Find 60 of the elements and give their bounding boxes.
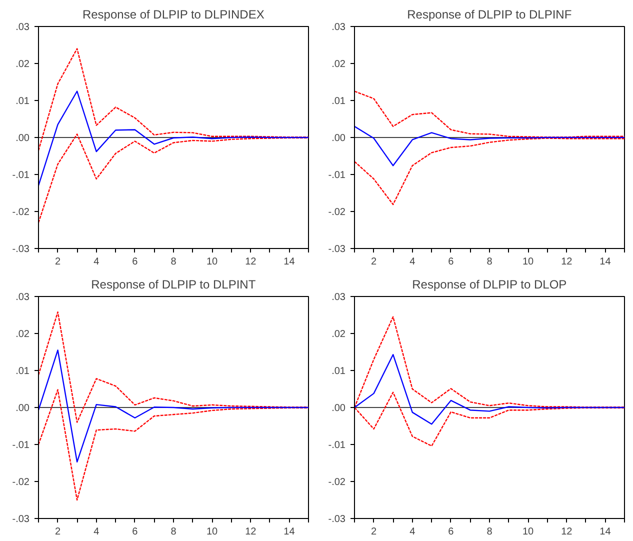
y-tick-label: -.01 bbox=[12, 440, 30, 451]
y-tick-label: .01 bbox=[332, 366, 346, 377]
y-tick-label: -.01 bbox=[328, 440, 346, 451]
y-tick-label: .03 bbox=[332, 22, 346, 33]
y-tick-label: .02 bbox=[332, 329, 346, 340]
x-tick-label: 14 bbox=[284, 526, 296, 538]
y-tick-label: .01 bbox=[332, 96, 346, 107]
x-tick-label: 2 bbox=[55, 256, 62, 268]
y-tick-label: .02 bbox=[332, 59, 346, 70]
x-tick-label: 14 bbox=[600, 256, 612, 268]
x-tick-label: 2 bbox=[371, 256, 378, 268]
x-tick-label: 14 bbox=[284, 256, 296, 268]
y-tick-label: .03 bbox=[16, 292, 30, 303]
chart-title: Response of DLPIP to DLPINF bbox=[407, 8, 572, 22]
x-tick-label: 6 bbox=[448, 526, 454, 538]
x-tick-label: 4 bbox=[410, 256, 416, 268]
y-tick-label: .00 bbox=[332, 403, 346, 414]
y-tick-label: .00 bbox=[16, 133, 30, 144]
y-tick-label: -.02 bbox=[328, 207, 346, 218]
y-tick-label: .01 bbox=[16, 96, 30, 107]
x-tick-label: 2 bbox=[55, 526, 62, 538]
y-tick-label: -.03 bbox=[12, 244, 30, 255]
x-tick-label: 4 bbox=[410, 526, 416, 538]
chart-title: Response of DLPIP to DLOP bbox=[412, 278, 567, 292]
x-tick-label: 8 bbox=[486, 526, 493, 538]
y-tick-label: -.03 bbox=[12, 514, 30, 525]
y-tick-label: -.02 bbox=[12, 477, 30, 488]
y-tick-label: .00 bbox=[332, 133, 346, 144]
x-tick-label: 8 bbox=[486, 256, 493, 268]
x-tick-label: 4 bbox=[94, 256, 100, 268]
y-tick-label: .02 bbox=[16, 329, 30, 340]
chart-title: Response of DLPIP to DLPINDEX bbox=[82, 8, 264, 22]
y-tick-label: .03 bbox=[16, 22, 30, 33]
x-tick-label: 6 bbox=[132, 526, 138, 538]
y-tick-label: -.01 bbox=[328, 170, 346, 181]
y-tick-label: .02 bbox=[16, 59, 30, 70]
x-tick-label: 12 bbox=[245, 256, 257, 268]
x-tick-label: 10 bbox=[206, 526, 218, 538]
y-tick-label: .03 bbox=[332, 292, 346, 303]
y-tick-label: .01 bbox=[16, 366, 30, 377]
y-tick-label: -.03 bbox=[328, 514, 346, 525]
y-tick-label: -.03 bbox=[328, 244, 346, 255]
x-tick-label: 6 bbox=[448, 256, 454, 268]
x-tick-label: 14 bbox=[600, 526, 612, 538]
y-tick-label: .00 bbox=[16, 403, 30, 414]
x-tick-label: 10 bbox=[522, 256, 534, 268]
x-tick-label: 8 bbox=[170, 526, 177, 538]
x-tick-label: 2 bbox=[371, 526, 378, 538]
x-tick-label: 4 bbox=[94, 526, 100, 538]
x-tick-label: 12 bbox=[245, 526, 257, 538]
x-tick-label: 10 bbox=[206, 256, 218, 268]
x-tick-label: 12 bbox=[561, 256, 573, 268]
x-tick-label: 10 bbox=[522, 526, 534, 538]
y-tick-label: -.02 bbox=[12, 207, 30, 218]
y-tick-label: -.01 bbox=[12, 170, 30, 181]
x-tick-label: 6 bbox=[132, 256, 138, 268]
x-tick-label: 8 bbox=[170, 256, 177, 268]
x-tick-label: 12 bbox=[561, 526, 573, 538]
chart-title: Response of DLPIP to DLPINT bbox=[91, 278, 256, 292]
y-tick-label: -.02 bbox=[328, 477, 346, 488]
